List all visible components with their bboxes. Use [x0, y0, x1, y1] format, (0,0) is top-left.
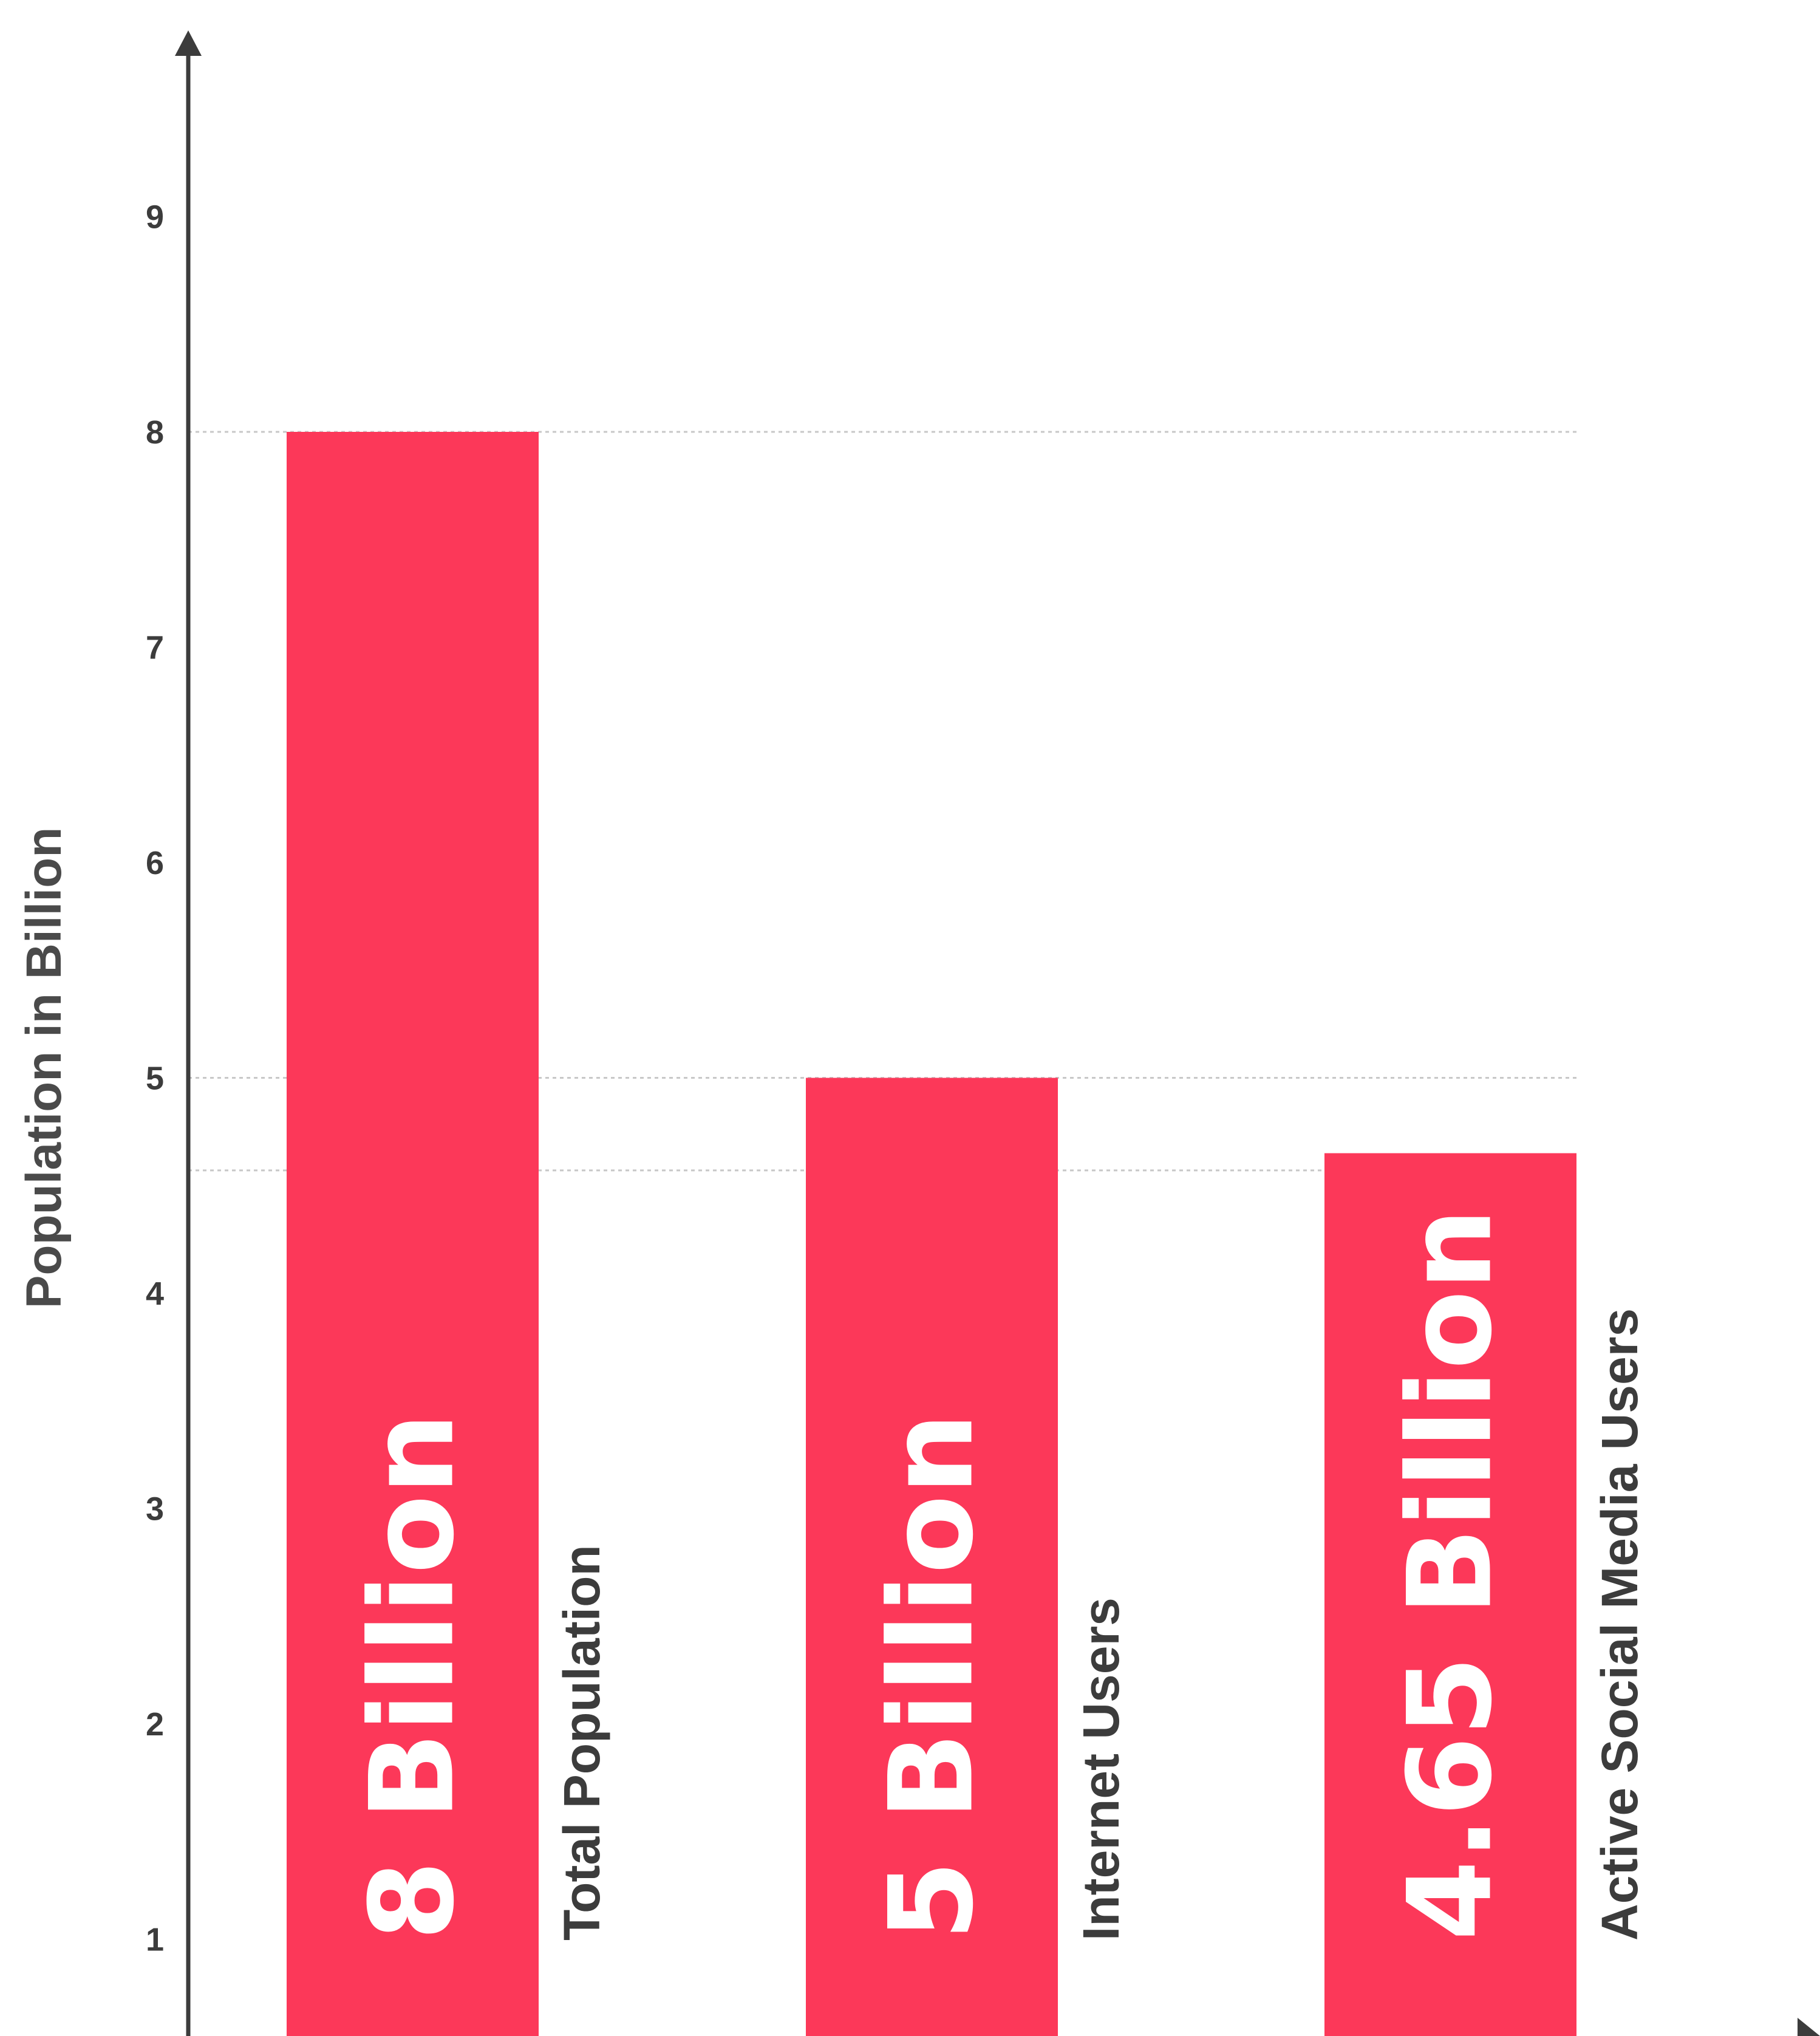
- category-label: Internet Users: [1072, 1597, 1130, 1941]
- bar-value-label: 8 Billion: [346, 1413, 480, 1941]
- y-tick-labels: 1 2 3 4 5 6 7 8 9: [146, 199, 164, 1958]
- y-tick-label: 8: [146, 414, 164, 451]
- axes: [175, 30, 1820, 2036]
- bars: 8 Billion Total Population 5 Billion Intern…: [287, 432, 1648, 2036]
- y-tick-label: 7: [146, 630, 164, 666]
- bar: [287, 432, 539, 2036]
- x-axis-arrow-icon: [1798, 2018, 1820, 2036]
- y-tick-label: 3: [146, 1491, 164, 1528]
- bar: [1324, 1153, 1576, 2036]
- category-label: Total Population: [553, 1545, 610, 1941]
- y-tick-label: 5: [146, 1061, 164, 1097]
- y-tick-label: 1: [146, 1922, 164, 1958]
- y-tick-label: 9: [146, 199, 164, 236]
- y-axis-label: Population in Billion: [16, 827, 72, 1309]
- y-tick-label: 6: [146, 845, 164, 881]
- y-tick-label: 4: [146, 1276, 164, 1312]
- bar-value-label: 5 Billion: [865, 1413, 999, 1941]
- y-tick-label: 2: [146, 1706, 164, 1743]
- bar: [806, 1078, 1058, 2036]
- bar-value-label: 4.65 Billion: [1383, 1208, 1518, 1941]
- y-axis-arrow-icon: [175, 30, 202, 56]
- category-label: Active Social Media Users: [1591, 1308, 1648, 1941]
